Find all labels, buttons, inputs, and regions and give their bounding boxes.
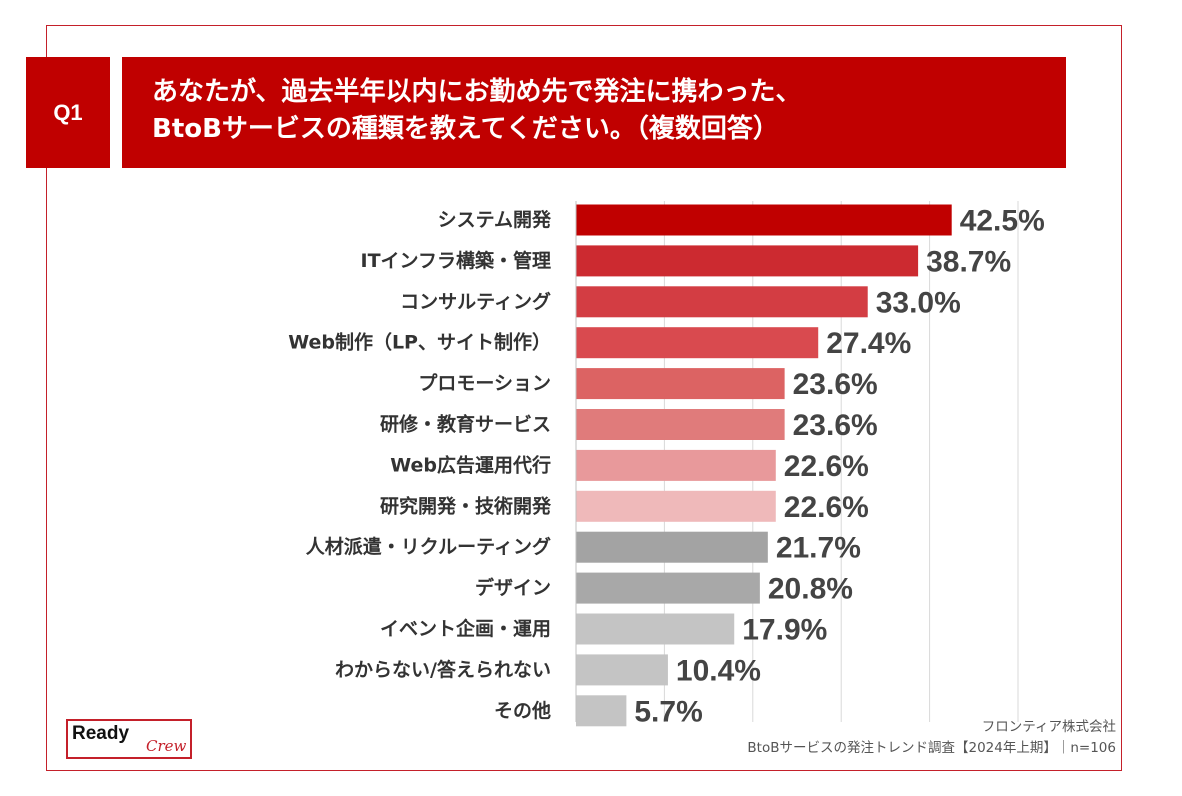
value-label-10: 20.8% <box>768 573 853 606</box>
value-label-2: 38.7% <box>926 245 1011 278</box>
bar-11 <box>576 613 735 645</box>
value-label-1: 42.5% <box>960 205 1045 238</box>
source-company: フロンティア株式会社 <box>981 719 1116 735</box>
category-label-3: コンサルティング <box>400 290 551 313</box>
bar-13 <box>576 695 627 727</box>
category-label-5: プロモーション <box>418 372 551 395</box>
value-label-7: 22.6% <box>784 450 869 483</box>
ready-crew-logo: Ready Crew <box>66 719 192 759</box>
category-label-8: 研究開発・技術開発 <box>380 494 552 517</box>
question-title-line2: BtoBサービスの種類を教えてください。（複数回答） <box>152 114 779 144</box>
bar-3 <box>576 286 868 318</box>
question-number-badge: Q1 <box>26 57 110 168</box>
value-label-8: 22.6% <box>784 491 869 524</box>
logo-text: Ready <box>72 723 130 744</box>
category-label-9: 人材派遣・リクルーティング <box>306 535 551 558</box>
value-label-4: 27.4% <box>826 327 911 360</box>
bar-6 <box>576 409 785 440</box>
category-label-2: ITインフラ構築・管理 <box>361 249 551 272</box>
category-label-4: Web制作（LP、サイト制作） <box>288 331 551 354</box>
value-label-12: 10.4% <box>676 654 761 687</box>
category-label-12: わからない/答えられない <box>335 658 551 681</box>
value-label-3: 33.0% <box>876 286 961 319</box>
bar-1 <box>576 204 952 236</box>
bar-10 <box>576 572 760 604</box>
bar-2 <box>576 245 919 277</box>
category-label-1: システム開発 <box>438 208 552 231</box>
value-label-6: 23.6% <box>793 409 878 442</box>
category-label-13: その他 <box>494 699 551 722</box>
category-label-6: 研修・教育サービス <box>380 413 551 436</box>
category-label-7: Web広告運用代行 <box>390 453 551 476</box>
source-note: フロンティア株式会社 BtoBサービスの発注トレンド調査【2024年上期】｜n=… <box>747 717 1116 759</box>
value-label-5: 23.6% <box>793 368 878 401</box>
bar-4 <box>576 327 819 359</box>
source-survey: BtoBサービスの発注トレンド調査【2024年上期】｜n=106 <box>747 740 1116 756</box>
value-label-11: 17.9% <box>742 614 827 647</box>
category-label-10: デザイン <box>475 576 551 599</box>
value-label-9: 21.7% <box>776 532 861 565</box>
logo-script-text: Crew <box>146 737 187 755</box>
category-label-11: イベント企画・運用 <box>380 617 551 640</box>
bar-9 <box>576 531 768 563</box>
bar-7 <box>576 449 776 481</box>
value-label-13: 5.7% <box>634 695 702 728</box>
bar-8 <box>576 490 776 522</box>
question-title-line1: あなたが、過去半年以内にお勤め先で発注に携わった、 <box>152 77 802 107</box>
question-number: Q1 <box>53 99 83 125</box>
chart-frame <box>46 25 1122 771</box>
question-title: あなたが、過去半年以内にお勤め先で発注に携わった、 BtoBサービスの種類を教え… <box>122 57 1066 168</box>
bar-12 <box>576 654 668 686</box>
bar-5 <box>576 368 785 400</box>
